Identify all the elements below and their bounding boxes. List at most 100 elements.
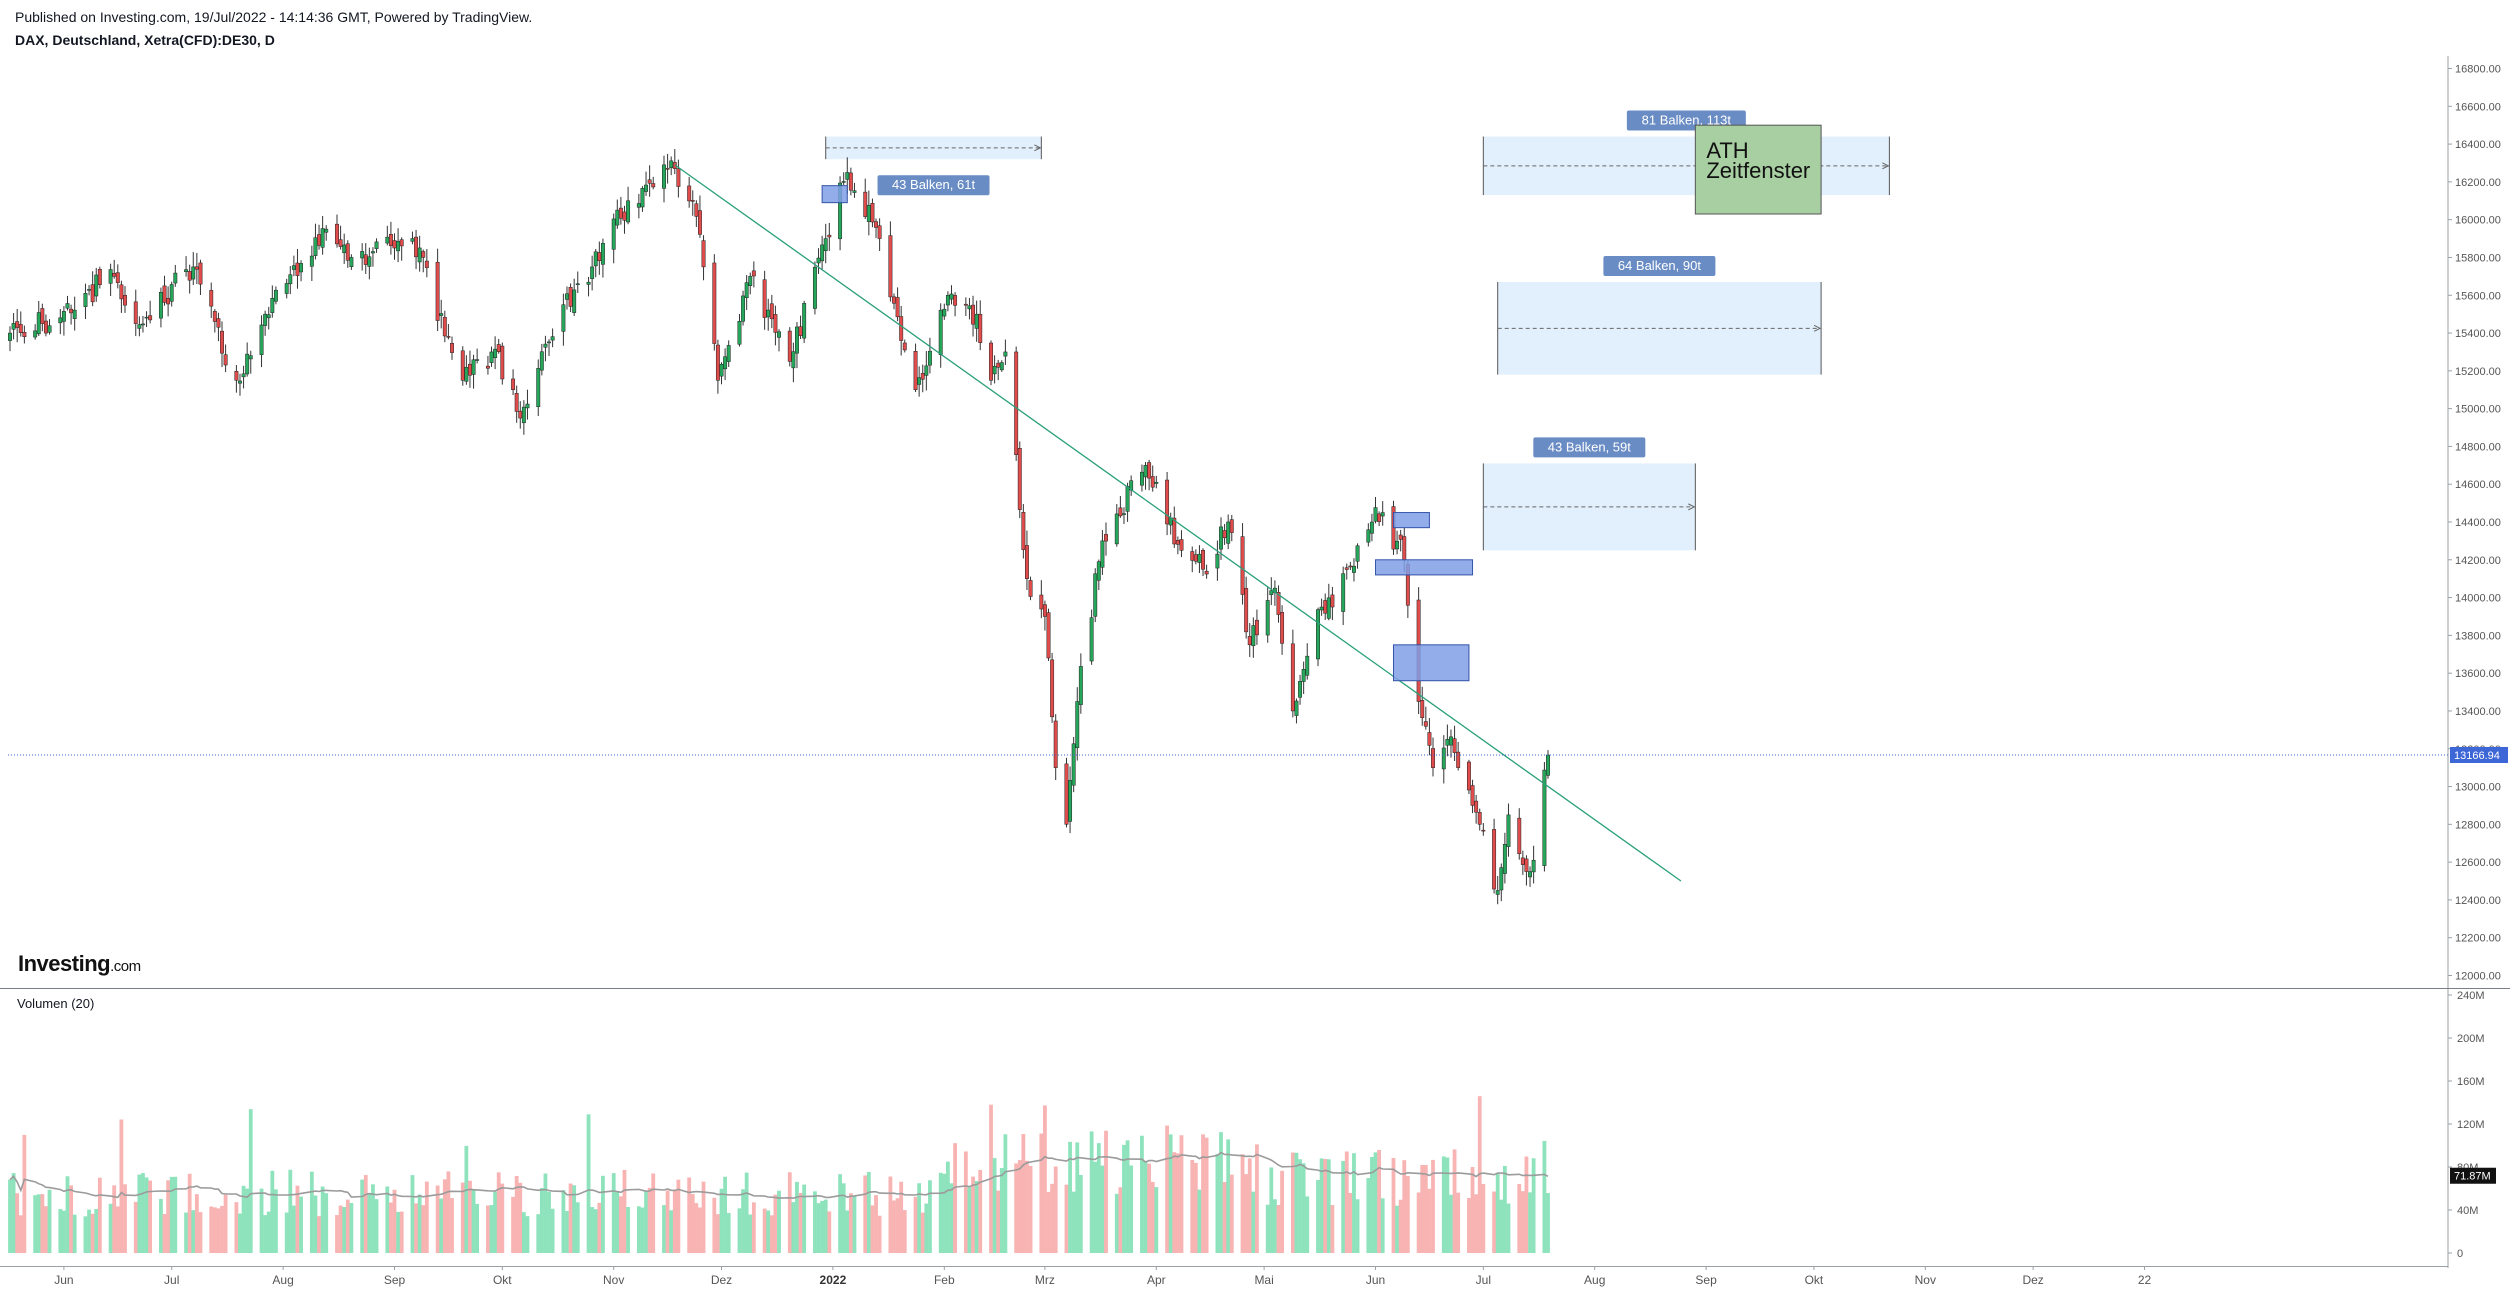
volume-bar	[1143, 1161, 1148, 1253]
volume-bar	[338, 1205, 343, 1253]
volume-bar	[112, 1185, 117, 1253]
volume-bar	[410, 1175, 415, 1253]
price-tick-label: 14600.00	[2455, 479, 2501, 491]
candle-body	[47, 325, 52, 333]
volume-bar	[669, 1210, 674, 1253]
candle	[974, 300, 979, 342]
candle	[1226, 514, 1231, 550]
candle-body	[895, 297, 900, 318]
volume-bar	[209, 1206, 214, 1253]
volume-bar	[866, 1172, 871, 1253]
candle	[370, 247, 375, 267]
candle-body	[762, 279, 767, 318]
candle-body	[795, 326, 799, 354]
candle	[360, 243, 365, 271]
candle	[1042, 600, 1047, 631]
volume-bar	[899, 1181, 904, 1253]
candle	[1531, 845, 1536, 884]
price-tick-label: 14800.00	[2455, 441, 2501, 453]
candle-body	[363, 254, 368, 265]
candle	[198, 259, 203, 296]
candle-body	[996, 362, 1001, 368]
volume-bar	[618, 1196, 623, 1253]
candle	[511, 369, 516, 395]
candle-body	[662, 164, 666, 189]
time-tick-label: 2022	[820, 1273, 847, 1287]
candle-body	[500, 345, 505, 380]
volume-bar	[1175, 1153, 1180, 1253]
candle	[1431, 737, 1435, 777]
candle-body	[1100, 540, 1105, 568]
candle-body	[547, 341, 551, 344]
candle	[1352, 558, 1356, 582]
volume-bar	[636, 1206, 641, 1253]
candle	[1423, 706, 1428, 730]
candle-body	[1445, 739, 1450, 746]
candle-body	[1402, 536, 1407, 561]
candle-body	[342, 244, 347, 254]
volume-bar	[115, 1206, 120, 1253]
candle	[712, 254, 717, 351]
candle	[468, 350, 472, 388]
candle	[723, 348, 728, 381]
candle-body	[841, 181, 846, 183]
volume-bar	[1125, 1140, 1130, 1253]
candle-body	[1068, 780, 1073, 822]
candle	[1046, 608, 1051, 661]
candle-body	[1524, 858, 1529, 872]
candle-body	[924, 365, 929, 376]
candle	[1344, 563, 1349, 580]
volume-bar	[1348, 1193, 1353, 1253]
candle-body	[618, 207, 623, 219]
volume-bar	[360, 1179, 365, 1253]
candle-body	[43, 320, 48, 334]
volume-bar	[367, 1193, 372, 1253]
candle	[460, 346, 465, 386]
annotation-layer-front: 43 Balken, 61t 81 Balken, 113t 64 Balken, …	[8, 110, 2448, 882]
candle-body	[1470, 785, 1475, 806]
volume-bar	[374, 1199, 379, 1253]
candle	[435, 248, 440, 331]
volume-bar	[342, 1207, 347, 1253]
candle	[241, 365, 246, 389]
candle-body	[575, 283, 580, 285]
candle-body	[338, 239, 343, 247]
candle-body	[1078, 666, 1083, 705]
volume-bar	[1502, 1165, 1507, 1253]
volume-bar	[1380, 1198, 1385, 1253]
candle	[33, 324, 38, 340]
volume-bar	[1531, 1158, 1536, 1253]
candle	[1014, 346, 1019, 461]
candle-body	[468, 363, 472, 376]
volume-bar	[1280, 1170, 1284, 1253]
volume-bar	[162, 1214, 167, 1253]
candle-body	[1190, 551, 1195, 561]
candle-body	[1542, 769, 1547, 866]
candle-body	[61, 311, 66, 322]
volume-bar	[1219, 1132, 1223, 1253]
candlestick-series	[8, 149, 1550, 905]
volume-bar	[1301, 1163, 1306, 1253]
candle-body	[442, 316, 447, 337]
candle-body	[741, 295, 746, 322]
candle-body	[626, 200, 631, 223]
date-range-arrowhead	[1882, 162, 1890, 170]
volume-bar	[924, 1203, 929, 1253]
candle	[737, 314, 742, 347]
candle-body	[392, 240, 397, 249]
candle-body	[87, 289, 92, 291]
candle	[996, 359, 1001, 381]
candle	[273, 286, 278, 305]
candle-body	[1355, 545, 1360, 562]
candle-body	[561, 304, 566, 332]
candle	[1118, 496, 1123, 518]
candle	[424, 249, 429, 278]
price-tick-label: 12600.00	[2455, 857, 2501, 869]
candle	[58, 308, 63, 335]
candle-body	[72, 309, 77, 319]
candle	[374, 238, 379, 253]
price-tick-label: 13000.00	[2455, 782, 2501, 794]
candle	[766, 298, 771, 331]
volume-bar	[521, 1212, 526, 1253]
